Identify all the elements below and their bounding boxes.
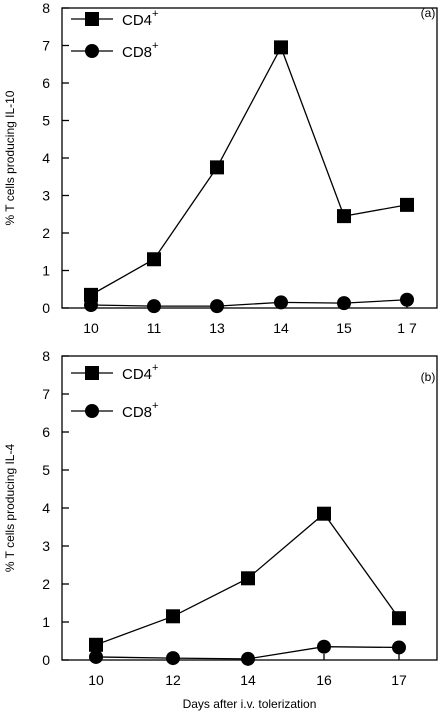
x-tick-label: 10 bbox=[88, 672, 104, 688]
legend-label-cd8: CD8+ bbox=[122, 40, 158, 61]
y-tick-label: 1 bbox=[42, 614, 50, 630]
x-tick-label: 10 bbox=[83, 320, 99, 336]
legend-label-superscript: + bbox=[152, 40, 158, 52]
x-tick-label: 14 bbox=[240, 672, 256, 688]
data-point-cd4 bbox=[400, 197, 414, 212]
y-tick-label: 5 bbox=[42, 113, 50, 129]
y-tick-label: 5 bbox=[42, 462, 50, 478]
y-tick-label: 3 bbox=[42, 188, 50, 204]
data-point-cd4 bbox=[89, 637, 103, 652]
data-point-cd8 bbox=[89, 649, 103, 664]
x-tick-label: 1 7 bbox=[397, 320, 417, 336]
x-axis-title: Days after i.v. tolerization bbox=[183, 697, 317, 711]
x-tick-label: 13 bbox=[209, 320, 225, 336]
x-tick-label: 16 bbox=[316, 672, 332, 688]
x-tick-label: 11 bbox=[147, 320, 162, 336]
legend-label-superscript: + bbox=[152, 400, 158, 412]
plot-frame bbox=[61, 355, 438, 661]
y-tick-label: 8 bbox=[42, 0, 50, 16]
y-axis-title: % T cells producing IL-10 bbox=[3, 90, 17, 225]
data-point-cd8 bbox=[317, 639, 331, 654]
y-tick-label: 6 bbox=[42, 75, 50, 91]
y-tick-label: 1 bbox=[42, 263, 50, 279]
y-tick-label: 2 bbox=[42, 225, 50, 241]
legend-marker-circle bbox=[85, 404, 99, 418]
y-tick-label: 4 bbox=[42, 500, 50, 516]
data-point-cd4 bbox=[317, 506, 331, 521]
data-point-cd8 bbox=[400, 292, 414, 307]
y-tick-label: 0 bbox=[42, 300, 50, 316]
data-point-cd8 bbox=[84, 298, 98, 312]
data-point-cd8 bbox=[210, 299, 224, 314]
y-tick-label: 0 bbox=[42, 652, 50, 668]
data-point-cd8 bbox=[166, 651, 180, 666]
y-tick-label: 4 bbox=[42, 150, 50, 166]
data-point-cd4 bbox=[274, 40, 288, 55]
legend-marker-square bbox=[85, 12, 99, 26]
legend-label-cd4: CD4+ bbox=[122, 362, 158, 383]
data-point-cd4 bbox=[147, 252, 161, 267]
data-point-cd4 bbox=[166, 609, 180, 624]
legend-marker-square bbox=[85, 366, 99, 380]
legend-marker-circle bbox=[85, 44, 99, 58]
panel-label: (a) bbox=[421, 6, 436, 20]
x-tick-label: 15 bbox=[336, 320, 352, 336]
data-point-cd8 bbox=[147, 299, 161, 314]
y-tick-label: 2 bbox=[42, 576, 50, 592]
chart-panel-a: 0 1 2 3 4 5 6 7 8 10 11 13 14 15 1 7 % T cells producin… bbox=[3, 0, 438, 336]
series-line-cd4 bbox=[90, 45, 408, 296]
data-point-cd8 bbox=[337, 296, 351, 311]
data-point-cd8 bbox=[392, 640, 406, 655]
data-point-cd8 bbox=[274, 295, 288, 310]
y-tick-label: 7 bbox=[42, 386, 50, 402]
legend-label-cd8: CD8+ bbox=[122, 400, 158, 421]
data-point-cd4 bbox=[241, 571, 255, 586]
x-tick-label: 12 bbox=[165, 672, 181, 688]
x-tick-label: 14 bbox=[273, 320, 289, 336]
legend-label-superscript: + bbox=[152, 8, 158, 20]
data-point-cd4 bbox=[337, 209, 351, 224]
y-axis-title: % T cells producing IL-4 bbox=[3, 444, 17, 573]
x-tick-label: 17 bbox=[391, 672, 407, 688]
legend-label-cd4: CD4+ bbox=[122, 8, 158, 29]
data-point-cd8 bbox=[241, 651, 255, 666]
panel-label: (b) bbox=[421, 370, 436, 384]
y-tick-label: 8 bbox=[42, 348, 50, 364]
y-tick-label: 7 bbox=[42, 38, 50, 54]
legend-label-superscript: + bbox=[152, 362, 158, 374]
y-tick-label: 6 bbox=[42, 424, 50, 440]
data-point-cd4 bbox=[392, 611, 406, 626]
data-point-cd4 bbox=[210, 160, 224, 175]
series-line-cd8 bbox=[90, 299, 408, 307]
data-point-cd4 bbox=[84, 287, 98, 302]
y-tick-label: 3 bbox=[42, 538, 50, 554]
plot-frame bbox=[61, 7, 438, 309]
